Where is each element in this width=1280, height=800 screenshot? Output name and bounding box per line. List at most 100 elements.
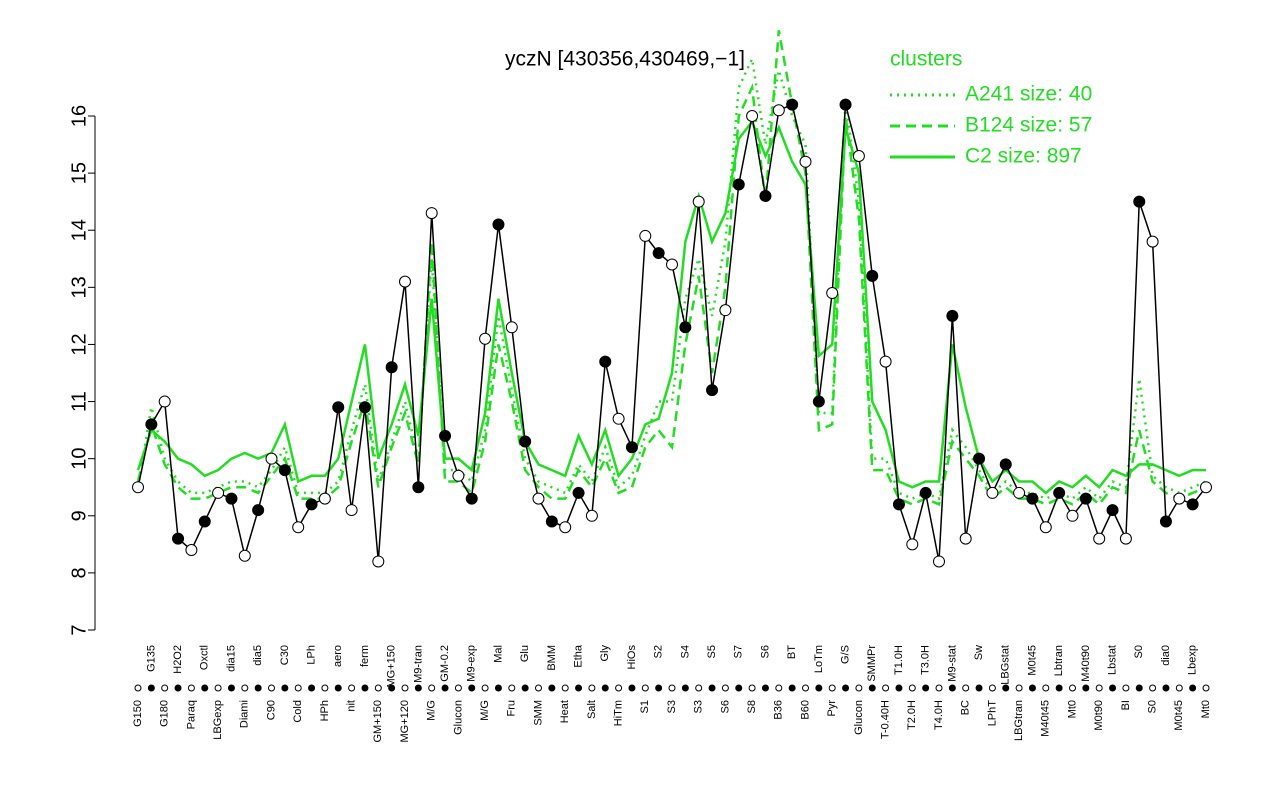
data-point [358, 401, 371, 414]
data-point [946, 309, 959, 322]
x-marker [655, 684, 663, 692]
data-point [692, 195, 705, 208]
x-marker [348, 684, 356, 692]
data-point [332, 401, 345, 414]
line [136, 119, 1206, 495]
x-marker [241, 684, 249, 692]
x-marker [468, 684, 476, 692]
x-tick-label: Fru [506, 700, 518, 717]
x-marker [388, 684, 396, 692]
x-marker [268, 684, 275, 692]
x-marker [1122, 684, 1130, 692]
x-marker [681, 684, 689, 692]
data-point [1039, 521, 1052, 534]
x-tick-label: Paraq [185, 700, 197, 729]
data-point [145, 418, 158, 431]
x-tick-label: Pyr [826, 700, 838, 717]
data-point [933, 555, 945, 568]
data-point [372, 555, 385, 568]
x-marker [855, 684, 863, 692]
data-point [999, 458, 1012, 471]
data-point [465, 492, 478, 505]
x-tick-label: G135 [145, 645, 157, 672]
x-tick-label: C30 [279, 645, 291, 665]
x-tick-label: HPh [319, 700, 331, 721]
x-marker [1015, 684, 1023, 692]
x-marker [254, 684, 262, 692]
x-marker [748, 684, 756, 692]
x-tick-label: T4.0H [933, 700, 945, 730]
x-marker [628, 684, 636, 692]
x-marker [588, 684, 596, 692]
data-point [746, 110, 759, 122]
data-point [345, 504, 358, 517]
data-point [812, 395, 825, 408]
x-tick-label: nit [346, 700, 358, 712]
x-marker [1109, 684, 1117, 692]
x-tick-label: M0t90 [1093, 700, 1105, 731]
data-point [799, 155, 812, 168]
data-point [973, 452, 986, 465]
x-tick-label: GM+150 [372, 700, 384, 743]
data-point [1119, 532, 1132, 545]
y-tick-label: 9 [68, 510, 90, 521]
y-tick-label: 12 [68, 333, 90, 355]
data-point [1053, 486, 1066, 499]
x-marker [321, 684, 329, 692]
y-tick-label: 10 [68, 448, 90, 470]
x-marker [815, 684, 823, 692]
data-point [772, 104, 785, 117]
x-marker [721, 684, 729, 692]
x-tick-label: Diami [239, 700, 251, 728]
x-tick-label: LBGtran [1013, 700, 1025, 741]
data-point [986, 486, 999, 499]
x-marker [308, 684, 316, 692]
legend-title: clusters [890, 48, 962, 71]
data-point [1106, 504, 1119, 517]
legend-label: B124 size: 57 [965, 114, 1092, 137]
x-tick-label: BT [786, 645, 798, 659]
x-marker [521, 684, 529, 692]
x-tick-label: G180 [159, 700, 171, 727]
x-tick-label: Glu [519, 645, 531, 662]
x-marker [788, 684, 796, 692]
x-marker [361, 684, 369, 692]
data-point [732, 178, 745, 191]
x-marker [1162, 684, 1170, 692]
x-tick-label: BMM [546, 645, 558, 671]
data-point [185, 544, 198, 557]
x-marker [922, 684, 930, 692]
data-point [839, 98, 852, 111]
data-point [1159, 515, 1172, 528]
x-marker [1082, 684, 1090, 692]
x-marker [428, 684, 436, 692]
x-marker [641, 684, 649, 692]
x-tick-label: Mt0 [1200, 700, 1212, 718]
x-marker [708, 684, 716, 692]
x-marker [988, 684, 996, 692]
x-tick-label: T1.0H [893, 645, 905, 675]
x-tick-label: S3 [693, 700, 705, 713]
x-marker [1028, 684, 1036, 692]
data-point [786, 98, 799, 111]
x-tick-label: S0 [1133, 645, 1145, 658]
x-tick-label: Cold [292, 700, 304, 723]
x-marker [334, 684, 342, 692]
x-marker [975, 684, 983, 692]
x-marker [508, 684, 516, 692]
data-point [292, 521, 305, 534]
x-tick-label: MG+150 [386, 645, 398, 688]
data-point [412, 481, 425, 494]
y-tick-label: 13 [68, 276, 90, 298]
x-tick-label: aero [332, 645, 344, 667]
x-tick-label: Heat [559, 700, 571, 723]
legend-label: A241 size: 40 [965, 83, 1092, 106]
data-point [919, 486, 932, 499]
data-point [132, 481, 144, 494]
data-point [572, 486, 585, 499]
x-marker [575, 684, 583, 692]
x-marker [868, 684, 876, 692]
x-tick-label: S6 [759, 645, 771, 658]
x-marker [454, 684, 462, 692]
x-tick-label: MG+120 [399, 700, 411, 743]
